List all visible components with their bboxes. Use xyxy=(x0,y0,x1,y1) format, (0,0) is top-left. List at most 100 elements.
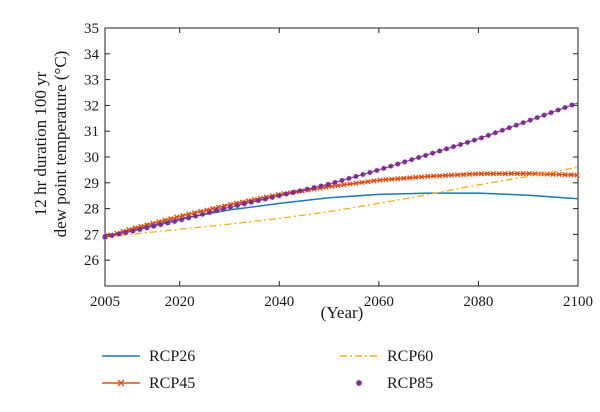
point-rcp85 xyxy=(158,222,164,228)
y-tick-label: 34 xyxy=(84,47,100,63)
point-rcp45 xyxy=(353,180,359,186)
point-rcp85 xyxy=(144,225,150,231)
series-rcp26 xyxy=(104,192,579,238)
point-rcp85 xyxy=(492,130,498,136)
series-rcp60 xyxy=(104,166,579,238)
point-rcp45 xyxy=(484,171,491,177)
point-rcp85 xyxy=(199,211,206,217)
point-rcp45 xyxy=(466,171,473,177)
y-tick-label: 28 xyxy=(84,202,99,218)
y-axis-title-line-1: 12 hr duration 100 yr xyxy=(31,71,50,216)
point-rcp45 xyxy=(412,174,419,181)
point-rcp85 xyxy=(248,199,254,205)
point-rcp45 xyxy=(478,171,485,177)
series-line-rcp26 xyxy=(104,192,579,238)
point-rcp85 xyxy=(220,206,227,212)
point-rcp85 xyxy=(555,107,561,113)
point-rcp45 xyxy=(407,175,413,181)
legend-item-rcp26: RCP26 xyxy=(102,348,195,365)
legend-swatch-rcp85 xyxy=(355,379,363,387)
point-rcp85 xyxy=(227,204,234,210)
point-rcp45 xyxy=(174,214,180,220)
series-line-rcp45 xyxy=(104,172,579,238)
point-rcp45 xyxy=(436,173,443,179)
point-rcp45 xyxy=(568,172,574,178)
point-rcp85 xyxy=(457,141,464,148)
point-rcp85 xyxy=(339,177,345,184)
y-tick-label: 30 xyxy=(84,150,99,166)
point-rcp85 xyxy=(506,125,512,131)
y-tick-label: 26 xyxy=(84,253,100,269)
point-rcp85 xyxy=(562,104,568,111)
legend-marker-rcp45 xyxy=(117,379,125,387)
point-rcp45 xyxy=(502,170,509,177)
point-rcp45 xyxy=(562,171,568,178)
y-tick-label: 33 xyxy=(84,73,99,89)
point-rcp45 xyxy=(556,171,562,178)
point-rcp85 xyxy=(430,150,436,156)
legend-item-rcp45: RCP45 xyxy=(102,375,195,392)
point-rcp85 xyxy=(109,232,115,239)
point-rcp45 xyxy=(574,172,580,178)
y-axis-title: 12 hr duration 100 yr dew point temperat… xyxy=(31,51,70,238)
y-tick-label: 27 xyxy=(84,227,100,243)
point-rcp45 xyxy=(418,174,425,180)
point-rcp85 xyxy=(388,163,394,169)
legend-label-rcp26: RCP26 xyxy=(149,348,195,365)
point-rcp85 xyxy=(395,161,401,167)
point-rcp85 xyxy=(234,202,241,209)
x-tick-label: 2005 xyxy=(90,294,120,310)
point-rcp85 xyxy=(304,186,310,192)
point-rcp45 xyxy=(472,171,479,177)
point-rcp85 xyxy=(374,167,380,174)
point-rcp45 xyxy=(490,170,497,177)
point-rcp85 xyxy=(276,193,282,199)
series-rcp85 xyxy=(102,102,579,240)
point-rcp85 xyxy=(241,201,248,207)
point-rcp85 xyxy=(151,223,157,229)
point-rcp85 xyxy=(297,188,303,194)
point-rcp85 xyxy=(318,183,324,189)
x-tick-label: 2040 xyxy=(264,294,294,310)
point-rcp85 xyxy=(478,135,485,141)
point-rcp45 xyxy=(442,172,449,179)
point-rcp85 xyxy=(416,154,422,161)
point-rcp85 xyxy=(520,120,526,126)
point-rcp45 xyxy=(377,177,383,183)
point-rcp85 xyxy=(541,112,547,118)
y-tick-label: 35 xyxy=(84,21,99,37)
point-rcp85 xyxy=(513,122,519,128)
point-rcp85 xyxy=(137,226,143,233)
point-rcp85 xyxy=(499,127,505,133)
point-rcp45 xyxy=(424,173,431,180)
point-rcp85 xyxy=(450,144,457,150)
x-tick-label: 2080 xyxy=(463,294,493,310)
point-rcp45 xyxy=(401,175,407,181)
point-rcp85 xyxy=(290,189,296,196)
legend-label-rcp85: RCP85 xyxy=(387,375,433,392)
point-rcp85 xyxy=(283,191,289,197)
point-rcp85 xyxy=(367,169,373,176)
point-rcp85 xyxy=(548,109,554,116)
point-rcp85 xyxy=(123,230,129,236)
point-rcp45 xyxy=(347,181,353,187)
point-rcp85 xyxy=(130,228,136,234)
point-rcp85 xyxy=(213,208,220,214)
point-rcp85 xyxy=(402,159,408,165)
legend: RCP26 RCP45 RCP60 RCP85 xyxy=(102,348,433,392)
x-tick-label: 2020 xyxy=(165,294,195,310)
point-rcp45 xyxy=(371,178,377,184)
point-rcp85 xyxy=(311,184,317,191)
point-rcp85 xyxy=(179,217,185,223)
x-tick-label: 2100 xyxy=(563,294,593,310)
point-rcp45 xyxy=(496,170,503,177)
legend-label-rcp60: RCP60 xyxy=(387,348,433,365)
point-rcp85 xyxy=(269,194,275,200)
point-rcp45 xyxy=(168,215,174,222)
point-rcp85 xyxy=(172,218,178,224)
point-rcp45 xyxy=(454,172,461,178)
point-rcp85 xyxy=(116,231,122,237)
point-rcp85 xyxy=(102,234,108,240)
point-rcp45 xyxy=(383,176,389,183)
